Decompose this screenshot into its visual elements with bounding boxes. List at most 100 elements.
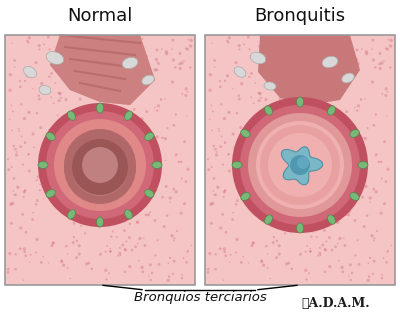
Point — [305, 212, 311, 217]
Point — [272, 161, 278, 166]
Point — [217, 246, 223, 251]
Point — [176, 61, 183, 67]
Circle shape — [72, 139, 128, 195]
Point — [142, 243, 148, 248]
Point — [376, 61, 383, 67]
Point — [286, 260, 292, 266]
Point — [258, 258, 264, 263]
Point — [223, 230, 229, 235]
FancyBboxPatch shape — [5, 35, 195, 285]
Circle shape — [64, 132, 136, 204]
Point — [8, 103, 14, 108]
Point — [258, 130, 264, 135]
Point — [212, 267, 219, 272]
Point — [383, 46, 389, 51]
Point — [40, 196, 47, 201]
Point — [284, 141, 290, 147]
Point — [238, 170, 244, 175]
Point — [83, 165, 90, 170]
Ellipse shape — [68, 111, 76, 120]
Point — [262, 204, 269, 209]
Point — [126, 235, 132, 240]
Point — [120, 109, 126, 115]
Point — [206, 117, 213, 122]
Point — [154, 108, 160, 113]
Point — [100, 62, 106, 67]
Point — [383, 86, 390, 92]
Point — [101, 137, 108, 142]
Point — [326, 126, 333, 131]
Point — [297, 39, 304, 44]
Point — [66, 144, 73, 149]
Point — [226, 168, 232, 173]
Point — [230, 132, 236, 137]
Point — [18, 102, 24, 107]
Point — [58, 130, 64, 135]
Point — [344, 109, 350, 114]
Point — [234, 198, 240, 203]
Point — [21, 249, 28, 254]
Point — [72, 159, 78, 164]
Point — [331, 107, 338, 112]
Point — [140, 236, 147, 241]
Point — [367, 255, 373, 260]
Point — [241, 42, 247, 47]
Point — [46, 74, 52, 79]
Point — [111, 86, 117, 92]
Point — [336, 66, 343, 71]
Point — [162, 96, 168, 101]
Point — [34, 178, 40, 183]
Point — [8, 202, 14, 207]
Point — [167, 196, 174, 201]
Point — [139, 36, 146, 41]
Point — [18, 134, 25, 139]
Point — [233, 250, 239, 255]
Point — [245, 35, 252, 40]
Point — [135, 80, 141, 85]
Point — [162, 158, 169, 163]
Point — [325, 126, 332, 131]
Circle shape — [232, 97, 368, 233]
Point — [124, 68, 130, 73]
Point — [335, 80, 341, 85]
Polygon shape — [258, 35, 360, 105]
Point — [105, 97, 112, 102]
Point — [156, 262, 162, 267]
Point — [270, 240, 276, 245]
Point — [26, 168, 32, 173]
Point — [322, 228, 328, 233]
Point — [38, 173, 45, 178]
Point — [171, 259, 177, 264]
Point — [292, 172, 298, 178]
Point — [70, 240, 76, 245]
Point — [126, 126, 133, 131]
Point — [113, 149, 119, 154]
Point — [224, 73, 231, 78]
Point — [13, 152, 20, 157]
Point — [184, 249, 191, 254]
Ellipse shape — [350, 130, 359, 137]
Point — [64, 265, 71, 270]
Point — [378, 211, 384, 216]
Point — [362, 158, 369, 163]
Point — [302, 249, 309, 254]
Point — [114, 194, 120, 199]
Point — [17, 78, 23, 84]
Point — [11, 176, 17, 181]
Point — [107, 249, 114, 254]
Point — [304, 244, 310, 249]
Point — [98, 80, 105, 85]
Point — [33, 250, 39, 255]
Point — [322, 196, 328, 201]
Point — [297, 60, 304, 65]
Point — [269, 164, 275, 169]
Point — [266, 144, 273, 149]
Point — [222, 140, 228, 145]
Point — [370, 37, 376, 43]
Point — [52, 124, 58, 130]
Point — [99, 180, 105, 185]
Point — [184, 89, 190, 94]
Point — [362, 96, 368, 101]
Point — [332, 244, 339, 249]
Point — [144, 109, 150, 114]
